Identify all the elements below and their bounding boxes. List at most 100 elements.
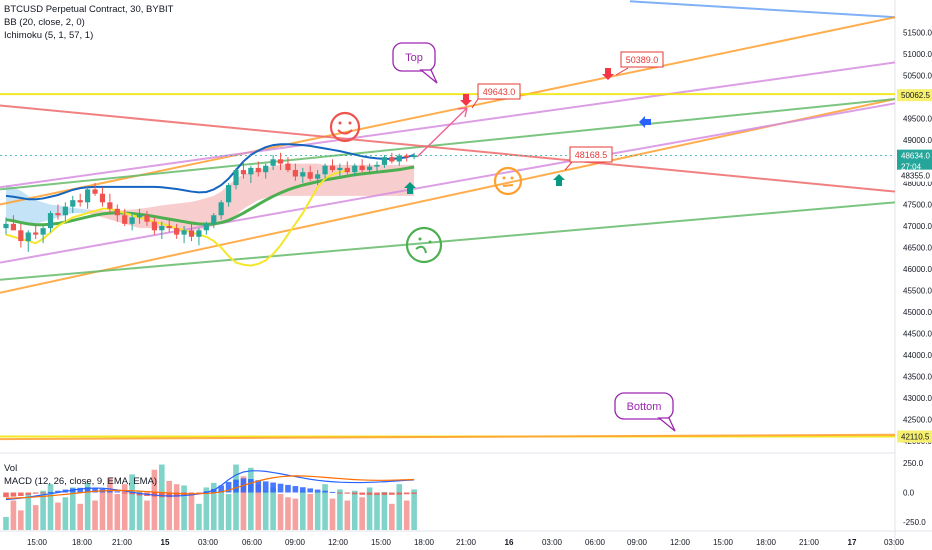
- candle-body[interactable]: [248, 167, 254, 175]
- candle-body[interactable]: [107, 202, 113, 209]
- price-label-last: 48634.0: [901, 152, 930, 161]
- candle-body[interactable]: [211, 215, 217, 224]
- volume-bar: [285, 497, 291, 530]
- macd-hist-bar: [322, 490, 328, 493]
- candle-body[interactable]: [122, 215, 128, 224]
- candle-body[interactable]: [292, 170, 298, 177]
- candle-body[interactable]: [263, 165, 269, 173]
- candle-body[interactable]: [181, 230, 187, 235]
- x-tick-label: 12:00: [670, 538, 691, 547]
- candle-body[interactable]: [411, 155, 417, 158]
- candle-body[interactable]: [62, 206, 68, 216]
- candle-body[interactable]: [404, 155, 410, 158]
- trendline-blue: [629, 0, 896, 19]
- candle-body[interactable]: [47, 213, 54, 229]
- mouth: [502, 184, 514, 187]
- candle-body[interactable]: [99, 193, 106, 203]
- callout-bottom[interactable]: Bottom: [614, 392, 676, 432]
- candle-body[interactable]: [129, 217, 135, 224]
- volume-bar: [3, 516, 9, 530]
- candle-body[interactable]: [10, 223, 17, 231]
- candle-body[interactable]: [389, 157, 395, 162]
- candle-body[interactable]: [18, 230, 24, 242]
- x-tick-label: 18:00: [414, 538, 435, 547]
- candle-body[interactable]: [240, 170, 247, 175]
- candle-body[interactable]: [344, 167, 350, 173]
- price-label-countdown: 27:04: [901, 163, 922, 172]
- volume-bar: [270, 487, 276, 530]
- candle-body[interactable]: [315, 174, 321, 179]
- y-tick-label: 43000.0: [903, 394, 932, 403]
- candle-body[interactable]: [114, 208, 120, 216]
- volume-bar: [248, 467, 254, 530]
- callout-top-bubble: [392, 42, 436, 72]
- price-tag-49643[interactable]: 49643.0: [477, 83, 521, 100]
- candle-body[interactable]: [203, 223, 209, 231]
- volume-bar: [314, 492, 321, 530]
- candle-body[interactable]: [396, 155, 402, 162]
- candle-body[interactable]: [70, 200, 76, 207]
- price-label-bb: 48355.0: [901, 172, 930, 181]
- candle-body[interactable]: [366, 166, 373, 171]
- candle-body[interactable]: [174, 228, 180, 235]
- candle-body[interactable]: [300, 172, 306, 177]
- macd-hist-bar: [403, 492, 410, 495]
- candle-body[interactable]: [277, 159, 284, 164]
- candle-body[interactable]: [55, 213, 61, 216]
- candles[interactable]: [3, 152, 417, 252]
- candle-body[interactable]: [136, 215, 143, 218]
- x-tick-label: 03:00: [198, 538, 219, 547]
- candle-body[interactable]: [329, 165, 336, 171]
- volume-bar: [10, 500, 17, 530]
- candle-body[interactable]: [144, 215, 150, 222]
- macd-hist-bar: [218, 485, 224, 493]
- volume-bar: [136, 490, 143, 530]
- candle-body[interactable]: [92, 189, 98, 194]
- y-tick-label: 47500.0: [903, 200, 932, 209]
- candle-body[interactable]: [40, 228, 46, 235]
- candle-body[interactable]: [226, 185, 232, 203]
- happy-face-icon-outline: [329, 111, 361, 143]
- macd-hist-bar: [389, 492, 395, 495]
- candle-body[interactable]: [85, 189, 91, 203]
- volume-bar: [233, 464, 239, 530]
- candle-body[interactable]: [166, 226, 172, 229]
- candle-body[interactable]: [33, 232, 39, 235]
- price-tag-50389[interactable]: 50389.0: [620, 51, 664, 68]
- macd-hist-bar: [196, 492, 202, 494]
- eye: [348, 121, 352, 125]
- macd-hist-bar: [3, 492, 9, 498]
- candle-body[interactable]: [196, 230, 202, 237]
- candle-body[interactable]: [381, 157, 388, 165]
- candle-body[interactable]: [359, 165, 365, 171]
- volume-bar: [107, 477, 113, 530]
- macd-hist-bar: [300, 487, 306, 493]
- candle-body[interactable]: [322, 165, 328, 175]
- candle-body[interactable]: [352, 165, 358, 173]
- callout-top[interactable]: Top: [392, 42, 438, 84]
- candle-body[interactable]: [307, 172, 313, 179]
- price-tag-48168[interactable]: 48168.5: [569, 146, 613, 163]
- candle-body[interactable]: [233, 170, 239, 186]
- candle-body[interactable]: [3, 223, 9, 229]
- mouth: [415, 245, 427, 254]
- candle-body[interactable]: [159, 226, 165, 231]
- candle-body[interactable]: [337, 167, 343, 171]
- x-tick-label: 03:00: [884, 538, 905, 547]
- candle-body[interactable]: [188, 230, 195, 237]
- candle-body[interactable]: [374, 164, 380, 167]
- volume-bar: [196, 503, 202, 530]
- neutral-face-icon: [493, 166, 523, 196]
- candle-body[interactable]: [255, 167, 261, 173]
- candle-body[interactable]: [285, 163, 291, 171]
- candle-body[interactable]: [151, 221, 157, 231]
- candle-body[interactable]: [77, 200, 83, 203]
- macd-hist-bar: [248, 479, 254, 493]
- candle-body[interactable]: [25, 232, 31, 242]
- candle-body[interactable]: [270, 159, 276, 166]
- macd-hist-bar: [277, 483, 284, 493]
- callout-bottom-tail: [657, 417, 676, 432]
- candle-body[interactable]: [218, 202, 224, 216]
- annotations[interactable]: Top Bottom 50389.0 49643.0 48168.5: [329, 42, 676, 432]
